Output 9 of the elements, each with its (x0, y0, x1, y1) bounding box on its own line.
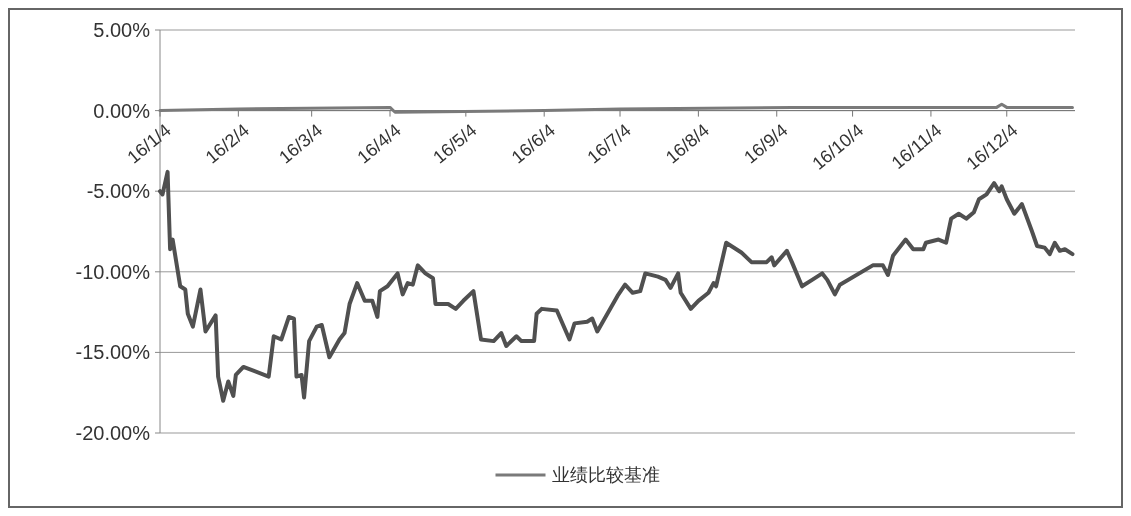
line-series (158, 102, 1074, 114)
y-tick-label: -10.00% (75, 260, 151, 283)
y-tick-label: 0.00% (93, 99, 151, 122)
y-tick-label: -20.00% (75, 422, 151, 444)
legend-label: 业绩比较基准 (551, 465, 660, 486)
y-tick-label: -5.00% (86, 180, 151, 203)
y-tick-label: -15.00% (75, 341, 151, 364)
y-tick-label: 5.00% (93, 19, 151, 41)
line-series (158, 169, 1075, 403)
